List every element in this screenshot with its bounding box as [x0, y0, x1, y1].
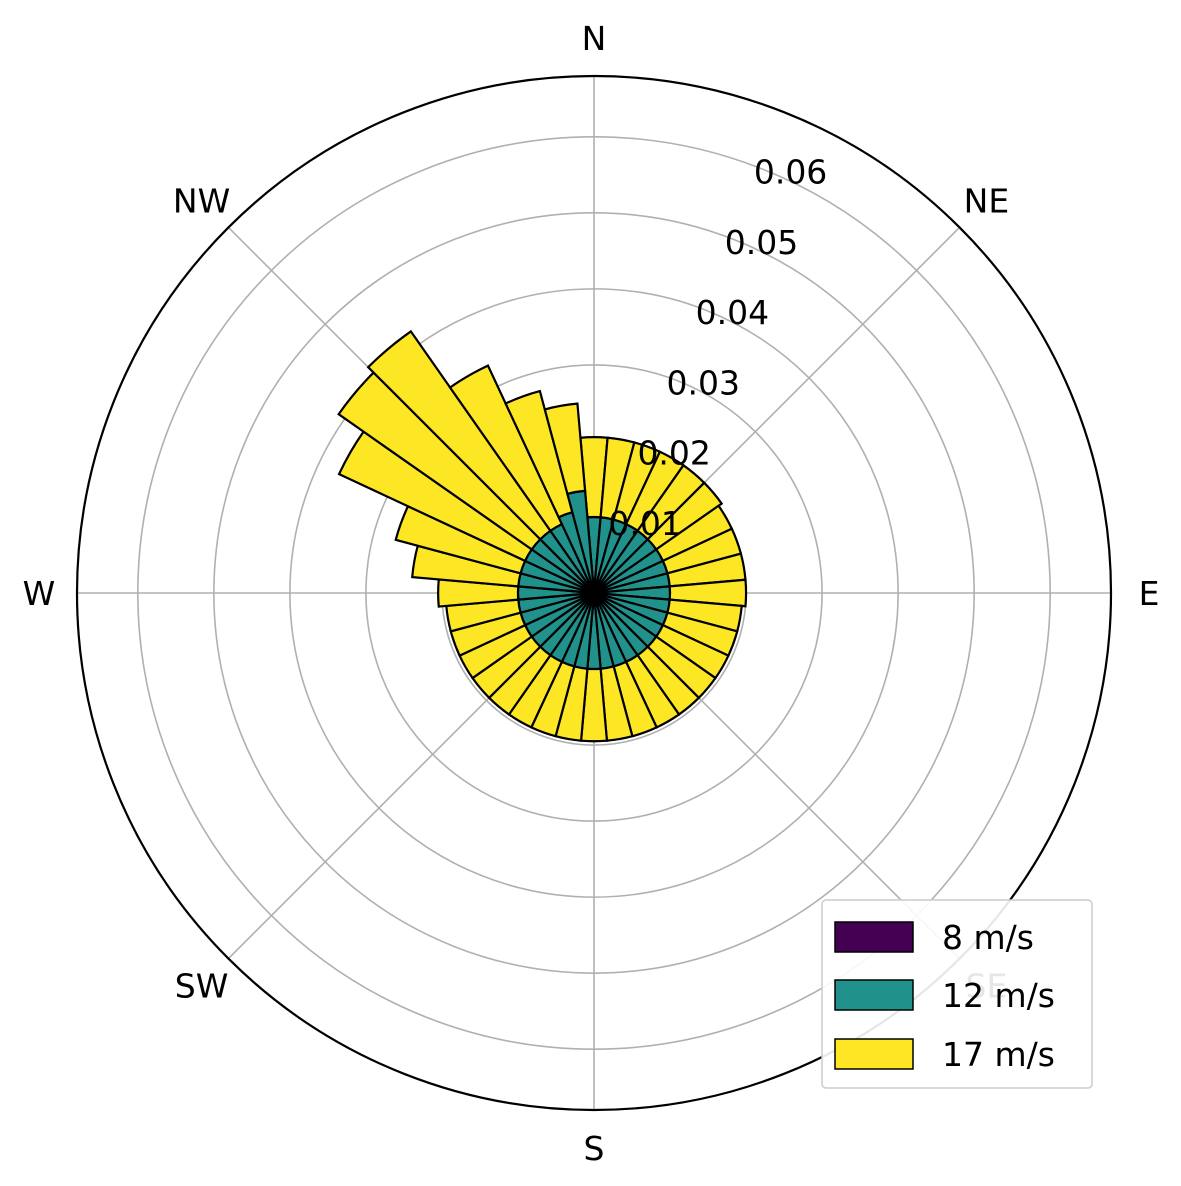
radial-tick-label-1: 0.01 — [608, 504, 681, 543]
direction-label-e: E — [1139, 574, 1160, 613]
bars-layer — [337, 329, 748, 743]
polar-axis-outline — [75, 74, 1113, 1112]
bar-17msms-sector-50 — [646, 481, 724, 551]
bar-17msms-sector-90 — [668, 578, 748, 608]
legend-swatch-12 — [834, 979, 914, 1011]
bar-17msms-sector-350 — [543, 402, 587, 496]
radial-tick-label-3: 0.03 — [667, 363, 740, 402]
legend-swatch-8 — [834, 921, 914, 953]
legend-label-12: 12 m/s — [942, 976, 1055, 1015]
bar-17msms-sector-320 — [366, 329, 552, 541]
direction-label-s: S — [584, 1129, 605, 1168]
bar-17msms-sector-340 — [504, 389, 574, 519]
direction-label-n: N — [582, 19, 607, 58]
radial-tick-label-4: 0.04 — [696, 293, 769, 332]
radial-tick-label-2: 0.02 — [637, 434, 710, 473]
legend-swatch-17 — [834, 1038, 914, 1070]
direction-label-nw: NW — [173, 182, 230, 221]
bar-17msms-sector-330 — [448, 364, 564, 533]
labels-layer: 0.010.020.030.040.050.06NNEESESSWWNW — [23, 19, 1160, 1168]
legend-label-17: 17 m/s — [942, 1035, 1055, 1074]
legend-label-8: 8 m/s — [942, 918, 1034, 957]
radial-tick-label-6: 0.06 — [754, 153, 827, 192]
direction-label-w: W — [23, 574, 56, 613]
legend: 8 m/s 12 m/s 17 m/s — [821, 899, 1093, 1089]
axes-layer — [75, 74, 1113, 1112]
direction-label-sw: SW — [175, 966, 229, 1005]
radial-tick-label-5: 0.05 — [725, 223, 798, 262]
direction-label-ne: NE — [964, 182, 1010, 221]
